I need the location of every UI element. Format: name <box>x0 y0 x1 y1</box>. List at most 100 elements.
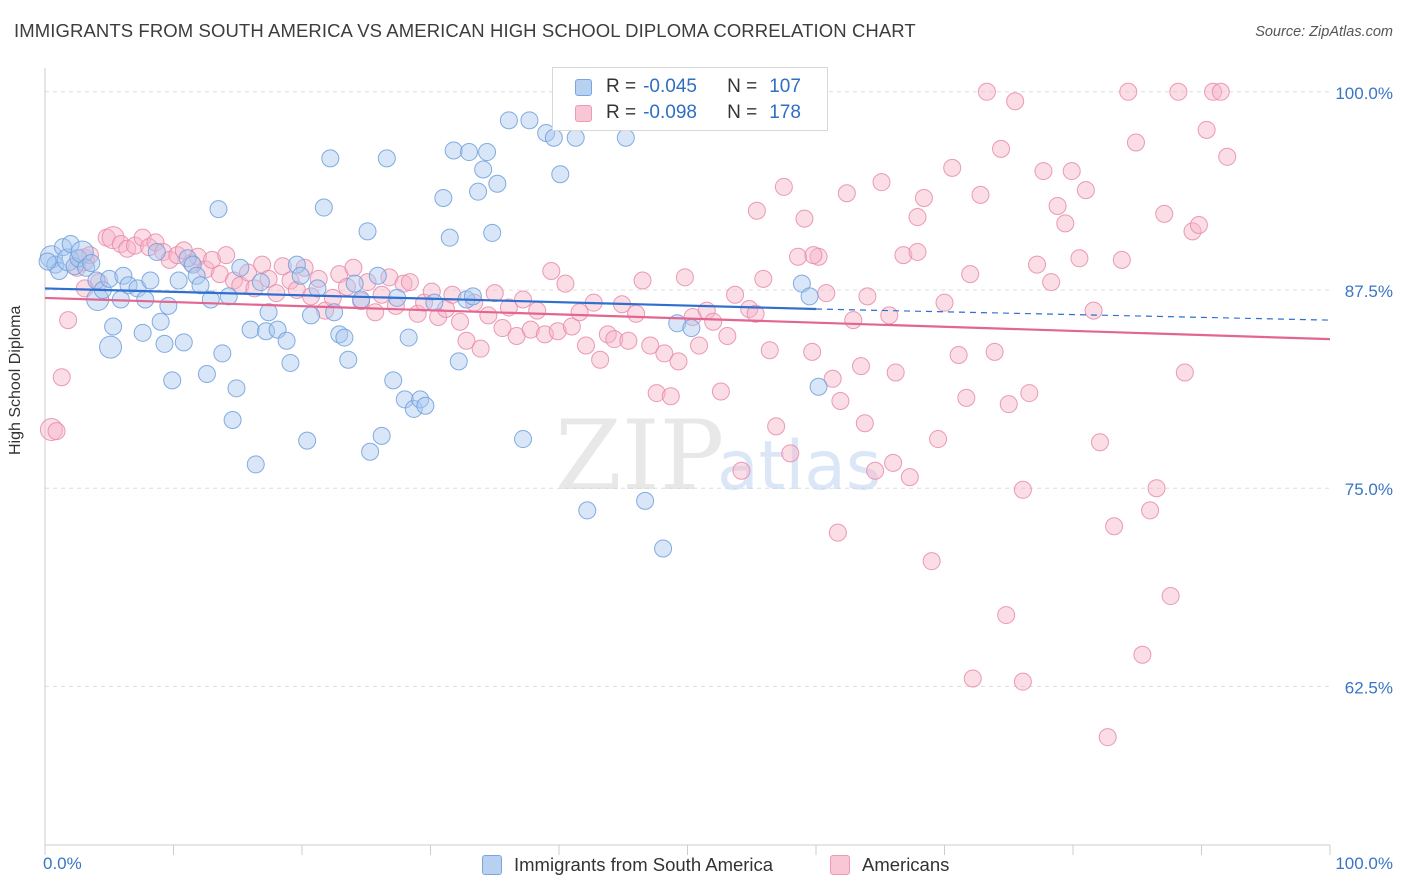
data-point-americans <box>774 177 793 196</box>
legend-swatch-pink <box>830 855 850 875</box>
data-point-immigrants <box>281 353 300 372</box>
legend-item-americans[interactable]: Americans <box>830 852 949 878</box>
data-point-americans <box>884 453 903 472</box>
data-point-americans <box>866 461 885 480</box>
data-point-americans <box>1034 162 1053 181</box>
n-value: 107 <box>769 76 801 97</box>
data-point-americans <box>344 258 363 277</box>
data-point-americans <box>704 312 723 331</box>
data-point-immigrants <box>223 411 242 430</box>
data-point-americans <box>479 306 498 325</box>
data-point-immigrants <box>520 111 539 130</box>
data-point-americans <box>372 285 391 304</box>
data-point-immigrants <box>251 273 270 292</box>
data-point-immigrants <box>434 189 453 208</box>
data-point-immigrants <box>384 371 403 390</box>
data-point-americans <box>711 382 730 401</box>
trend-line-americans <box>44 296 1331 341</box>
data-point-immigrants <box>159 296 178 315</box>
data-point-immigrants <box>616 128 635 147</box>
data-point-immigrants <box>38 252 57 271</box>
watermark: ZIP atlas <box>555 400 881 512</box>
data-point-americans <box>760 341 779 360</box>
r-label: R = <box>606 102 637 123</box>
data-point-americans <box>1169 82 1188 101</box>
data-point-americans <box>858 287 877 306</box>
data-point-americans <box>844 311 863 330</box>
n-label: N = <box>727 102 758 123</box>
data-point-americans <box>548 322 567 341</box>
data-point-americans <box>1084 301 1103 320</box>
data-point-immigrants <box>469 182 488 201</box>
data-point-immigrants <box>474 160 493 179</box>
data-point-immigrants <box>372 426 391 445</box>
data-point-americans <box>457 331 476 350</box>
data-point-immigrants <box>209 200 228 219</box>
data-point-americans <box>605 330 624 349</box>
data-point-americans <box>1155 204 1174 223</box>
americans-points <box>39 82 1237 747</box>
r-label: R = <box>606 76 637 97</box>
data-point-immigrants <box>578 501 597 520</box>
data-point-americans <box>985 342 1004 361</box>
data-point-americans <box>1147 479 1166 498</box>
data-point-immigrants <box>99 335 123 359</box>
data-point-immigrants <box>169 271 188 290</box>
data-point-americans <box>804 246 823 265</box>
data-point-immigrants <box>141 271 160 290</box>
data-point-immigrants <box>682 319 701 338</box>
y-tick-label: 87.5% <box>1345 282 1393 301</box>
y-tick-label: 100.0% <box>1335 84 1393 103</box>
chart-title: IMMIGRANTS FROM SOUTH AMERICA VS AMERICA… <box>14 20 916 41</box>
data-point-immigrants <box>460 143 479 162</box>
data-point-immigrants <box>339 350 358 369</box>
data-point-immigrants <box>314 198 333 217</box>
data-point-americans <box>1013 672 1032 691</box>
immigrants-points <box>38 82 828 558</box>
axes <box>44 68 1331 855</box>
data-point-americans <box>914 189 933 208</box>
data-point-immigrants <box>241 320 260 339</box>
data-point-immigrants <box>544 128 563 147</box>
data-point-americans <box>855 414 874 433</box>
data-point-americans <box>1112 250 1131 269</box>
data-point-immigrants <box>301 306 320 325</box>
data-point-immigrants <box>197 365 216 384</box>
data-point-immigrants <box>809 377 828 396</box>
data-point-americans <box>690 336 709 355</box>
data-point-americans <box>1020 384 1039 403</box>
x-tick-label: 100.0% <box>1335 854 1393 873</box>
data-point-americans <box>309 269 328 288</box>
data-point-americans <box>929 430 948 449</box>
y-tick-label: 62.5% <box>1345 678 1393 697</box>
data-point-americans <box>1218 147 1237 166</box>
data-point-americans <box>837 184 856 203</box>
data-point-americans <box>111 235 130 254</box>
data-point-americans <box>1105 517 1124 536</box>
data-point-americans <box>732 461 751 480</box>
legend-item-immigrants[interactable]: Immigrants from South America <box>482 852 773 878</box>
data-point-immigrants <box>440 228 459 247</box>
stats-legend: R = -0.045 N = 107 R = -0.098 N = 178 <box>552 67 828 131</box>
data-point-immigrants <box>404 399 423 418</box>
data-point-immigrants <box>352 290 371 309</box>
data-point-americans <box>935 293 954 312</box>
data-point-immigrants <box>425 293 444 312</box>
data-point-americans <box>101 226 125 250</box>
legend-label-immigrants: Immigrants from South America <box>514 854 774 875</box>
data-point-americans <box>872 173 891 192</box>
data-point-americans <box>963 669 982 688</box>
data-point-immigrants <box>478 143 497 162</box>
data-point-americans <box>992 139 1011 158</box>
data-point-americans <box>521 320 540 339</box>
data-point-immigrants <box>174 333 193 352</box>
data-point-immigrants <box>308 279 327 298</box>
n-label: N = <box>727 76 758 97</box>
y-tick-label: 75.0% <box>1345 480 1393 499</box>
data-point-immigrants <box>213 344 232 363</box>
data-point-immigrants <box>345 274 364 293</box>
data-point-americans <box>562 317 581 336</box>
r-value: -0.098 <box>643 102 697 123</box>
data-point-americans <box>542 261 561 280</box>
data-point-americans <box>245 279 264 298</box>
